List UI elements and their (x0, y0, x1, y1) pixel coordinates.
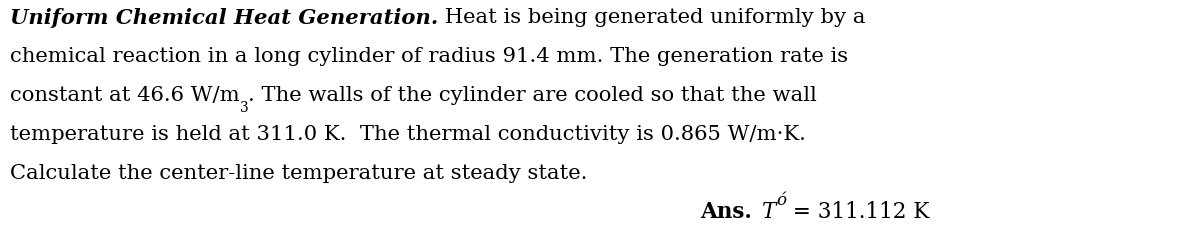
Text: constant at 46.6 W/m: constant at 46.6 W/m (10, 86, 240, 105)
Text: 3: 3 (240, 101, 248, 115)
Text: Ans.: Ans. (700, 201, 752, 223)
Text: Heat is being generated uniformly by a: Heat is being generated uniformly by a (438, 8, 865, 27)
Text: = 311.112 K: = 311.112 K (786, 201, 930, 223)
Text: Uniform Chemical Heat Generation.: Uniform Chemical Heat Generation. (10, 8, 438, 28)
Text: Calculate the center-line temperature at steady state.: Calculate the center-line temperature at… (10, 164, 587, 183)
Text: . The walls of the cylinder are cooled so that the wall: . The walls of the cylinder are cooled s… (248, 86, 817, 105)
Text: temperature is held at 311.0 K.  The thermal conductivity is 0.865 W/m·K.: temperature is held at 311.0 K. The ther… (10, 125, 806, 144)
Text: chemical reaction in a long cylinder of radius 91.4 mm. The generation rate is: chemical reaction in a long cylinder of … (10, 47, 848, 66)
Text: T: T (762, 201, 776, 223)
Text: ó: ó (776, 192, 786, 209)
